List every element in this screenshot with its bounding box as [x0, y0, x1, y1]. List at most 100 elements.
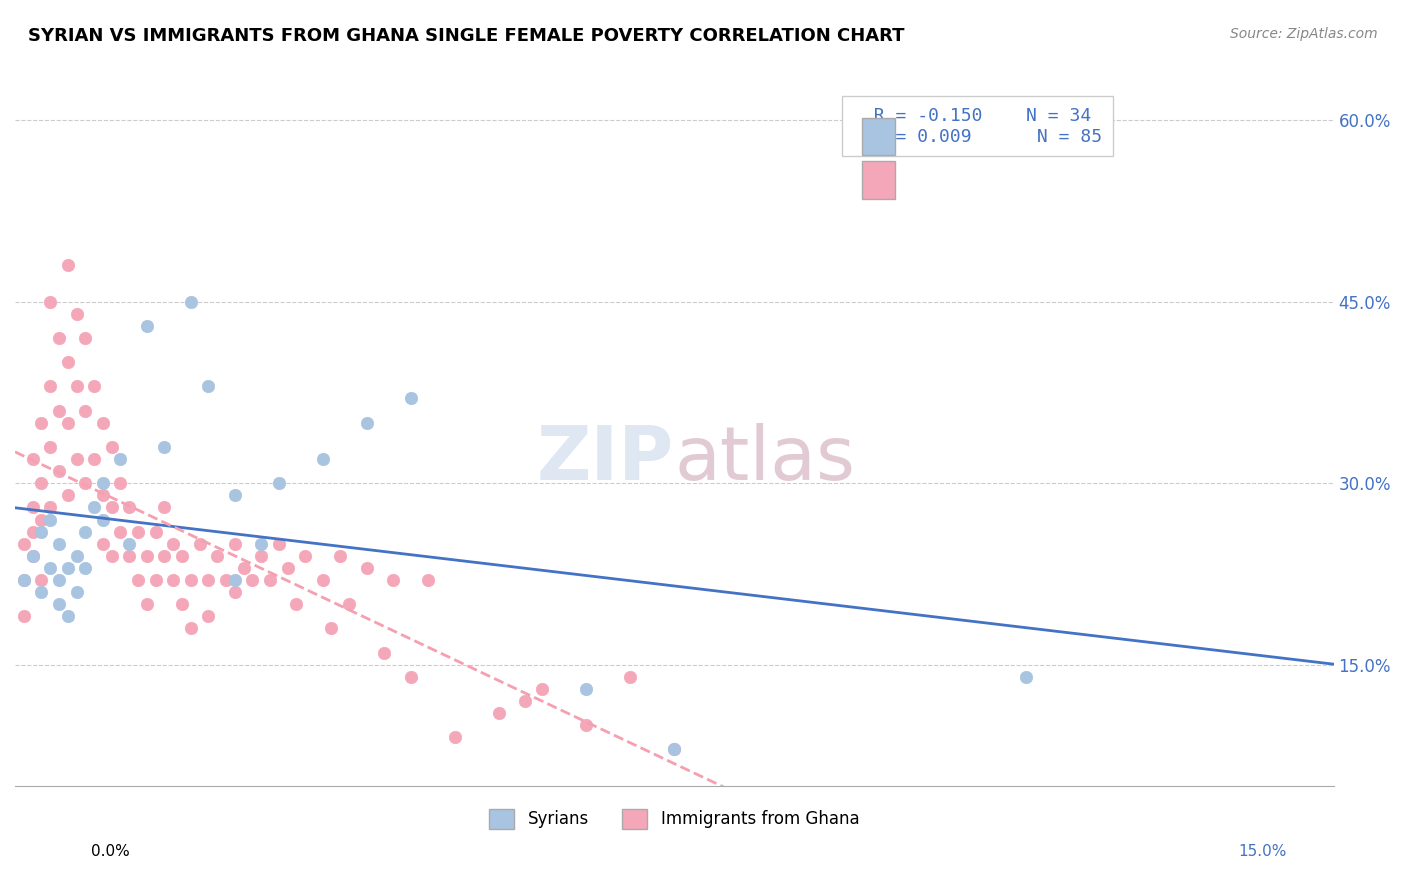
Point: [267, 476, 290, 491]
Point: [180, 573, 202, 587]
Point: [21, 549, 44, 563]
Point: [531, 681, 554, 696]
Point: [276, 561, 298, 575]
Point: [443, 731, 465, 745]
Point: [145, 573, 167, 587]
Point: [56, 488, 79, 502]
Point: [224, 488, 246, 502]
Point: [21, 500, 44, 515]
Point: [267, 537, 290, 551]
Text: R = -0.150    N = 34
  R = 0.009      N = 85: R = -0.150 N = 34 R = 0.009 N = 85: [852, 107, 1102, 145]
Point: [294, 549, 316, 563]
Point: [153, 440, 176, 454]
Point: [39, 512, 62, 526]
Point: [30, 573, 52, 587]
Point: [65, 379, 87, 393]
Point: [75, 561, 97, 575]
Point: [180, 622, 202, 636]
Point: [56, 258, 79, 272]
Point: [356, 561, 378, 575]
Point: [399, 392, 422, 406]
Point: [48, 573, 70, 587]
Point: [312, 573, 335, 587]
Point: [48, 464, 70, 478]
Point: [110, 524, 132, 539]
Text: ZIP: ZIP: [537, 423, 675, 495]
Point: [153, 549, 176, 563]
Point: [135, 549, 157, 563]
Point: [110, 452, 132, 467]
Point: [65, 549, 87, 563]
Point: [373, 646, 395, 660]
Point: [83, 379, 105, 393]
Text: atlas: atlas: [675, 423, 855, 495]
Point: [118, 537, 141, 551]
Point: [418, 573, 440, 587]
Point: [575, 718, 598, 732]
Point: [21, 549, 44, 563]
Point: [39, 561, 62, 575]
Point: [65, 307, 87, 321]
Point: [21, 524, 44, 539]
Point: [75, 331, 97, 345]
Point: [91, 512, 114, 526]
Point: [56, 355, 79, 369]
Point: [13, 609, 35, 624]
Point: [197, 609, 219, 624]
Point: [75, 524, 97, 539]
Text: SYRIAN VS IMMIGRANTS FROM GHANA SINGLE FEMALE POVERTY CORRELATION CHART: SYRIAN VS IMMIGRANTS FROM GHANA SINGLE F…: [28, 27, 904, 45]
Point: [145, 524, 167, 539]
Point: [83, 452, 105, 467]
Point: [48, 537, 70, 551]
Point: [39, 500, 62, 515]
Point: [13, 573, 35, 587]
Point: [250, 537, 273, 551]
Point: [100, 500, 122, 515]
Point: [91, 476, 114, 491]
Point: [399, 670, 422, 684]
Point: [127, 524, 149, 539]
Point: [48, 331, 70, 345]
Point: [321, 622, 343, 636]
Point: [170, 549, 193, 563]
FancyBboxPatch shape: [862, 118, 894, 155]
Point: [75, 476, 97, 491]
Point: [65, 452, 87, 467]
FancyBboxPatch shape: [862, 161, 894, 199]
Point: [30, 416, 52, 430]
Point: [13, 537, 35, 551]
Point: [188, 537, 211, 551]
Point: [205, 549, 228, 563]
Point: [91, 416, 114, 430]
Point: [664, 742, 686, 756]
Point: [356, 416, 378, 430]
Point: [48, 403, 70, 417]
Text: 15.0%: 15.0%: [1239, 845, 1286, 859]
Point: [39, 294, 62, 309]
Point: [75, 403, 97, 417]
Point: [312, 452, 335, 467]
Point: [83, 500, 105, 515]
Point: [39, 440, 62, 454]
Point: [240, 573, 263, 587]
Point: [575, 681, 598, 696]
Point: [118, 500, 141, 515]
Point: [56, 561, 79, 575]
Point: [619, 670, 641, 684]
Point: [13, 573, 35, 587]
Point: [259, 573, 281, 587]
Point: [664, 742, 686, 756]
Point: [513, 694, 536, 708]
Point: [285, 597, 308, 611]
Point: [329, 549, 352, 563]
Point: [162, 537, 184, 551]
Text: Source: ZipAtlas.com: Source: ZipAtlas.com: [1230, 27, 1378, 41]
Point: [250, 549, 273, 563]
Point: [224, 537, 246, 551]
Point: [135, 597, 157, 611]
Point: [197, 379, 219, 393]
Point: [48, 597, 70, 611]
Point: [197, 573, 219, 587]
Point: [39, 379, 62, 393]
Point: [170, 597, 193, 611]
